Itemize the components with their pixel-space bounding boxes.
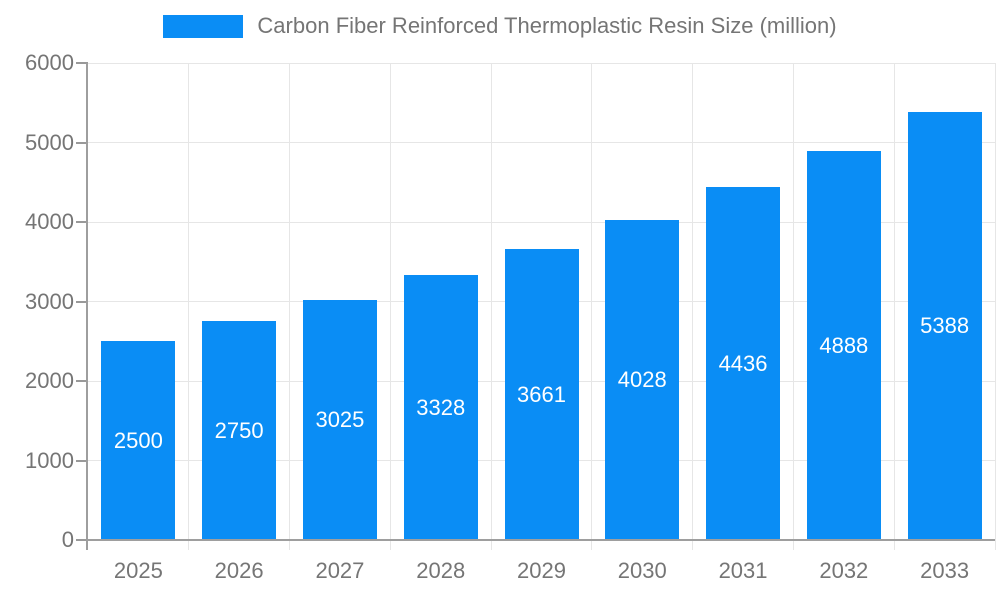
bar-2026[interactable]: 2750 — [202, 321, 277, 540]
bar-2029[interactable]: 3661 — [504, 249, 579, 540]
x-axis-line — [86, 539, 995, 541]
gridline-vertical — [792, 63, 794, 550]
bar-value-label: 4888 — [819, 332, 869, 358]
bar-2031[interactable]: 4436 — [706, 187, 781, 540]
y-axis-tick-label: 2000 — [25, 368, 74, 393]
legend-swatch-icon — [163, 14, 244, 38]
gridline-horizontal — [88, 62, 995, 64]
y-axis-tick-label: 6000 — [25, 50, 74, 75]
y-axis-tick-label: 1000 — [25, 447, 74, 473]
x-axis-tick-label: 2028 — [416, 558, 466, 583]
x-axis-tick-label: 2025 — [113, 558, 163, 583]
legend-label: Carbon Fiber Reinforced Thermoplastic Re… — [257, 13, 837, 38]
gridline-vertical — [591, 63, 593, 550]
legend-item[interactable]: Carbon Fiber Reinforced Thermoplastic Re… — [0, 13, 1000, 39]
bar-value-label: 2750 — [214, 417, 264, 443]
bar-2030[interactable]: 4028 — [605, 220, 680, 540]
bar-value-label: 4436 — [718, 350, 768, 376]
gridline-horizontal — [88, 221, 995, 223]
bar-value-label: 4028 — [617, 367, 667, 392]
gridline-vertical — [994, 63, 996, 550]
gridline-vertical — [289, 63, 291, 550]
gridline-vertical — [893, 63, 895, 550]
bar-2028[interactable]: 3328 — [403, 275, 478, 540]
y-axis-tick — [76, 62, 88, 64]
gridline-horizontal — [88, 142, 995, 143]
bar-value-label: 3025 — [315, 407, 365, 432]
x-axis-tick-label: 2030 — [617, 558, 667, 583]
bar-2032[interactable]: 4888 — [806, 151, 881, 540]
gridline-vertical — [490, 63, 492, 550]
x-axis-tick-label: 2033 — [920, 558, 970, 583]
y-axis-tick-label: 5000 — [25, 129, 74, 155]
bar-value-label: 2500 — [113, 427, 163, 453]
bar-2033[interactable]: 5388 — [907, 112, 982, 540]
x-axis-tick-label: 2026 — [214, 558, 264, 583]
x-axis-tick-label: 2031 — [718, 558, 768, 583]
y-axis-tick — [76, 221, 88, 223]
x-axis-tick-label: 2032 — [819, 558, 869, 583]
y-axis-tick-label: 4000 — [25, 209, 74, 234]
y-axis-tick — [76, 459, 88, 462]
gridline-vertical — [692, 63, 694, 550]
bar-value-label: 3328 — [416, 394, 466, 420]
x-axis-tick-label: 2027 — [315, 558, 365, 583]
y-axis-tick — [76, 380, 88, 382]
y-axis-tick-label: 0 — [61, 527, 74, 552]
bar-2025[interactable]: 2500 — [101, 341, 176, 540]
x-axis-tick-label: 2029 — [517, 558, 566, 583]
y-axis-line — [86, 63, 88, 550]
bar-value-label: 3661 — [517, 381, 566, 407]
gridline-vertical — [188, 63, 190, 550]
bar-2027[interactable]: 3025 — [302, 300, 377, 540]
y-axis-tick — [76, 141, 88, 144]
y-axis-tick — [76, 300, 88, 303]
gridline-vertical — [389, 63, 391, 550]
y-axis-tick-label: 3000 — [25, 288, 74, 314]
bar-value-label: 5388 — [920, 313, 970, 338]
y-axis-tick — [76, 539, 88, 541]
